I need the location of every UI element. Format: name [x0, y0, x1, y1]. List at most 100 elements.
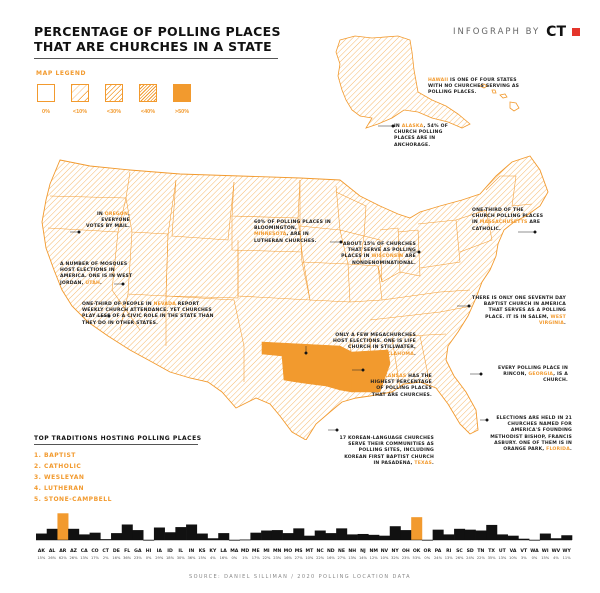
bar-CT: [100, 539, 112, 540]
bar-CO: [89, 532, 101, 540]
bar-label-AK: AK: [38, 548, 46, 554]
bar-KS: [196, 533, 208, 540]
contiguous-us-shape: [41, 155, 549, 440]
bar-value-WY: 11%: [563, 556, 572, 560]
bar-label-IA: IA: [157, 548, 163, 554]
bar-ME: [250, 532, 262, 540]
brand-text: INFOGRAPH BY: [452, 27, 541, 37]
bar-value-MA: 0%: [231, 556, 237, 560]
bar-NY: [389, 526, 401, 540]
bar-value-RI: 13%: [445, 556, 454, 560]
bar-label-ID: ID: [167, 548, 173, 554]
bar-value-AK: 15%: [37, 556, 46, 560]
bar-label-MN: MN: [273, 548, 282, 554]
bar-value-OH: 23%: [402, 556, 411, 560]
annotation-alaska: IN ALASKA, 54% OF CHURCH POLLING PLACES …: [394, 124, 464, 149]
bar-DE: [111, 533, 123, 540]
annotation-text: ONLY A FEW MEGACHURCHES HOST ELECTIONS. …: [332, 333, 416, 351]
bar-AZ: [68, 528, 80, 540]
bar-AL: [46, 528, 58, 540]
bar-label-OK: OK: [413, 548, 421, 554]
source-note: SOURCE: DANIEL SILLIMAN / 2020 POLLING L…: [189, 574, 411, 580]
bar-value-OR: 0%: [424, 556, 430, 560]
state-bar-chart: AK15%AL26%AR62%AZ26%CA13%CO17%CT2%DE16%F…: [36, 513, 573, 560]
annotation-oregon: IN OREGON, EVERYONE VOTES BY MAIL.: [82, 212, 130, 231]
title-divider: [34, 58, 278, 59]
bar-value-NE: 27%: [338, 556, 347, 560]
bar-label-MS: MS: [295, 548, 303, 554]
bar-label-IL: IL: [178, 548, 183, 554]
bar-RI: [443, 534, 455, 540]
bar-MO: [282, 533, 294, 540]
annotation-text: , 54% OF CHURCH POLLING PLACES ARE IN AN…: [394, 124, 449, 148]
bar-MT: [304, 535, 316, 540]
bar-SC: [454, 528, 466, 540]
arkansas-shape: [351, 349, 391, 393]
bar-NM: [368, 534, 380, 540]
bar-label-WA: WA: [530, 548, 539, 554]
annotation-arkansas: ARKANSAS HAS THE HIGHEST PERCENTAGE OF P…: [366, 374, 432, 399]
bar-label-NY: NY: [392, 548, 400, 554]
annotation-text: .: [432, 460, 434, 466]
bar-label-VA: VA: [510, 548, 517, 554]
brand-square-icon: [572, 28, 580, 36]
annotation-florida: ELECTIONS ARE HELD IN 21 CHURCHES NAMED …: [488, 416, 572, 453]
bar-value-SC: 26%: [455, 556, 464, 560]
bar-value-NV: 10%: [380, 556, 389, 560]
bar-value-WI: 15%: [541, 556, 550, 560]
bar-UT: [496, 534, 508, 540]
legend-item-0: 0%: [36, 84, 56, 115]
bar-label-NC: NC: [316, 548, 324, 554]
state-name: HAWAII: [428, 78, 449, 83]
annotation-wisconsin: ABOUT 15% OF CHURCHES THAT SERVE AS POLL…: [340, 242, 416, 267]
bar-value-DE: 16%: [112, 556, 121, 560]
annotation-text: , ARE IN LUTHERAN CHURCHES.: [254, 232, 317, 244]
bar-value-SD: 24%: [466, 556, 475, 560]
bar-value-VT: 3%: [521, 556, 527, 560]
bar-label-NV: NV: [381, 548, 389, 554]
bar-ND: [325, 533, 337, 540]
bar-value-TX: 35%: [488, 556, 497, 560]
bar-value-MD: 1%: [242, 556, 248, 560]
bar-label-KY: KY: [209, 548, 217, 554]
bar-value-AZ: 26%: [70, 556, 79, 560]
bar-label-AL: AL: [49, 548, 56, 554]
bar-label-CA: CA: [81, 548, 88, 554]
top-traditions-list: 1. BAPTIST 2. CATHOLIC 3. WESLEYAN 4. LU…: [34, 450, 112, 505]
bar-GA: [132, 530, 144, 540]
bar-WI: [539, 533, 551, 540]
state-name: MINNESOTA: [254, 232, 287, 238]
bar-KY: [207, 538, 219, 540]
legend-swatch-medium: [105, 84, 123, 102]
bar-CA: [78, 534, 90, 540]
annotation-georgia: EVERY POLLING PLACE IN RINCON, GEORGIA, …: [486, 366, 568, 385]
tradition-item: 2. CATHOLIC: [34, 463, 82, 470]
bar-MN: [271, 530, 283, 540]
bar-value-KY: 4%: [210, 556, 216, 560]
top-traditions-divider: [34, 444, 198, 445]
bar-value-MO: 16%: [284, 556, 293, 560]
annotation-text: IN: [96, 212, 105, 217]
oklahoma-shape: [261, 341, 353, 393]
annotation-text: ARE NONDENOMINATIONAL.: [351, 254, 416, 266]
bar-label-MI: MI: [263, 548, 270, 554]
state-name: ARKANSAS: [376, 374, 407, 379]
bar-value-AR: 62%: [59, 556, 68, 560]
legend-label: 0%: [42, 109, 50, 115]
bar-value-CT: 2%: [103, 556, 109, 560]
bar-value-ID: 18%: [166, 556, 175, 560]
legend-swatch-solid: [173, 84, 191, 102]
bar-ID: [164, 532, 176, 540]
bar-label-WV: WV: [552, 548, 561, 554]
bar-value-MT: 10%: [305, 556, 314, 560]
state-name: FLORIDA: [546, 447, 571, 453]
bar-LA: [218, 533, 230, 540]
annotation-texas: 17 KOREAN-LANGUAGE CHURCHES SERVE THEIR …: [338, 436, 434, 467]
state-name: OKLAHOMA: [382, 351, 415, 357]
brand-mark: CT: [546, 24, 566, 40]
bar-label-TN: TN: [477, 548, 484, 554]
bar-value-HI: 0%: [146, 556, 152, 560]
bar-VT: [518, 538, 530, 540]
bar-label-IN: IN: [189, 548, 195, 554]
bar-label-CO: CO: [91, 548, 98, 554]
